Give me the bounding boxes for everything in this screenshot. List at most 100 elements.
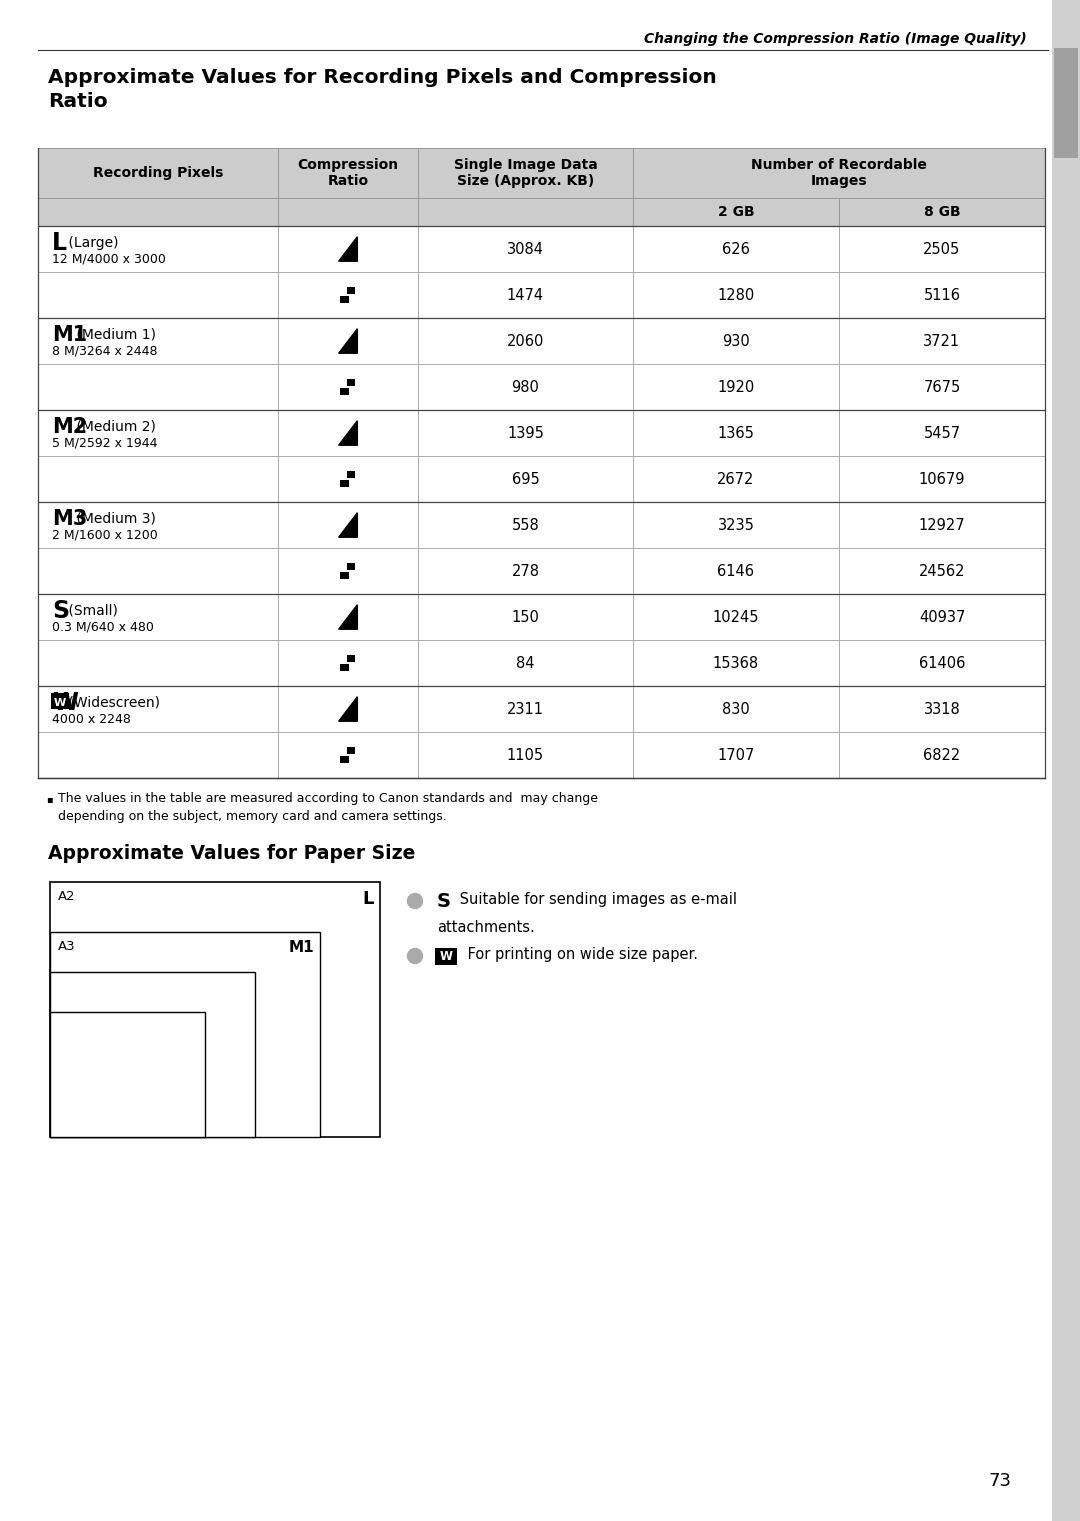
Text: 73: 73 (988, 1472, 1012, 1491)
Text: Approximate Values for Paper Size: Approximate Values for Paper Size (48, 844, 416, 862)
Bar (278, 272, 418, 318)
Bar (633, 272, 839, 318)
Text: (Small): (Small) (64, 604, 118, 618)
Bar (38, 318, 278, 364)
Text: 8 GB: 8 GB (923, 205, 960, 219)
Bar (1052, 0, 1080, 1521)
Text: 278: 278 (512, 563, 540, 578)
Text: 3318: 3318 (923, 701, 960, 716)
Text: 1365: 1365 (717, 426, 755, 441)
Bar (38, 411, 278, 456)
Bar (839, 456, 1045, 502)
Circle shape (407, 893, 422, 908)
Bar (38, 686, 278, 732)
Bar (839, 227, 1045, 272)
Bar (278, 411, 418, 456)
Text: 5457: 5457 (923, 426, 960, 441)
Bar (633, 456, 839, 502)
Text: For printing on wide size paper.: For printing on wide size paper. (463, 948, 698, 961)
Text: W: W (440, 951, 453, 963)
Text: (Widescreen): (Widescreen) (64, 695, 160, 710)
Bar (38, 227, 278, 272)
Text: M3: M3 (52, 508, 87, 529)
Text: S: S (437, 891, 451, 911)
Polygon shape (339, 421, 357, 446)
Text: 830: 830 (723, 701, 750, 716)
Bar (839, 272, 1045, 318)
Text: 695: 695 (512, 472, 539, 487)
Text: 4000 x 2248: 4000 x 2248 (52, 713, 131, 726)
Polygon shape (339, 329, 357, 353)
Text: 930: 930 (723, 333, 750, 348)
Text: 2 M/1600 x 1200: 2 M/1600 x 1200 (52, 529, 158, 541)
Bar (278, 502, 418, 548)
Text: 24562: 24562 (919, 563, 966, 578)
Text: 1395: 1395 (508, 426, 544, 441)
Circle shape (407, 949, 422, 963)
Text: 12927: 12927 (919, 517, 966, 532)
Text: A2: A2 (58, 890, 76, 903)
Bar (435, 948, 457, 964)
Text: 3721: 3721 (923, 333, 960, 348)
Bar (51, 692, 69, 709)
Text: W: W (54, 698, 66, 707)
Bar (418, 198, 633, 227)
Text: L: L (363, 890, 374, 908)
Bar (633, 364, 839, 411)
Bar (839, 548, 1045, 595)
Bar (50, 972, 255, 1138)
Text: ▪: ▪ (46, 794, 53, 805)
Text: Approximate Values for Recording Pixels and Compression
Ratio: Approximate Values for Recording Pixels … (48, 68, 717, 111)
Bar (340, 572, 349, 580)
Text: 2672: 2672 (717, 472, 755, 487)
Polygon shape (339, 605, 357, 630)
Text: M1: M1 (288, 940, 314, 955)
Bar (278, 227, 418, 272)
Text: Recording Pixels: Recording Pixels (93, 166, 224, 179)
Text: The values in the table are measured according to Canon standards and  may chang: The values in the table are measured acc… (58, 792, 598, 805)
Bar (347, 563, 355, 570)
Text: A4, Letter size: A4, Letter size (58, 980, 148, 993)
Bar (278, 686, 418, 732)
Bar (347, 656, 355, 662)
Text: 5 M/2592 x 1944: 5 M/2592 x 1944 (52, 437, 158, 450)
Bar (340, 297, 349, 303)
Text: Compression
Ratio: Compression Ratio (297, 158, 399, 189)
Bar (418, 364, 633, 411)
Bar (50, 882, 380, 1138)
Bar (839, 198, 1045, 227)
Bar (839, 318, 1045, 364)
Text: 1105: 1105 (507, 747, 544, 762)
Bar (418, 411, 633, 456)
Bar (347, 472, 355, 478)
Bar (340, 388, 349, 395)
Text: (Medium 1): (Medium 1) (72, 327, 157, 342)
Text: 2311: 2311 (507, 701, 544, 716)
Text: (Large): (Large) (64, 236, 118, 249)
Text: M2: M2 (226, 980, 249, 995)
Text: Changing the Compression Ratio (Image Quality): Changing the Compression Ratio (Image Qu… (644, 32, 1026, 46)
Polygon shape (339, 513, 357, 537)
Bar (340, 479, 349, 487)
Text: 558: 558 (512, 517, 539, 532)
Bar (418, 318, 633, 364)
Bar (50, 932, 320, 1138)
Text: 10245: 10245 (713, 610, 759, 625)
Bar (38, 272, 278, 318)
Text: 15368: 15368 (713, 656, 759, 671)
Bar (278, 595, 418, 640)
Bar (278, 198, 418, 227)
Bar (278, 456, 418, 502)
Bar (38, 198, 278, 227)
Bar (418, 272, 633, 318)
Bar (633, 502, 839, 548)
Bar (38, 595, 278, 640)
Bar (340, 663, 349, 671)
Bar (839, 364, 1045, 411)
Text: Single Image Data
Size (Approx. KB): Single Image Data Size (Approx. KB) (454, 158, 597, 189)
Text: 12 M/4000 x 3000: 12 M/4000 x 3000 (52, 252, 166, 266)
Bar (633, 198, 839, 227)
Text: 3.5" x 5": 3.5" x 5" (58, 1065, 113, 1077)
Text: 40937: 40937 (919, 610, 966, 625)
Bar (278, 640, 418, 686)
